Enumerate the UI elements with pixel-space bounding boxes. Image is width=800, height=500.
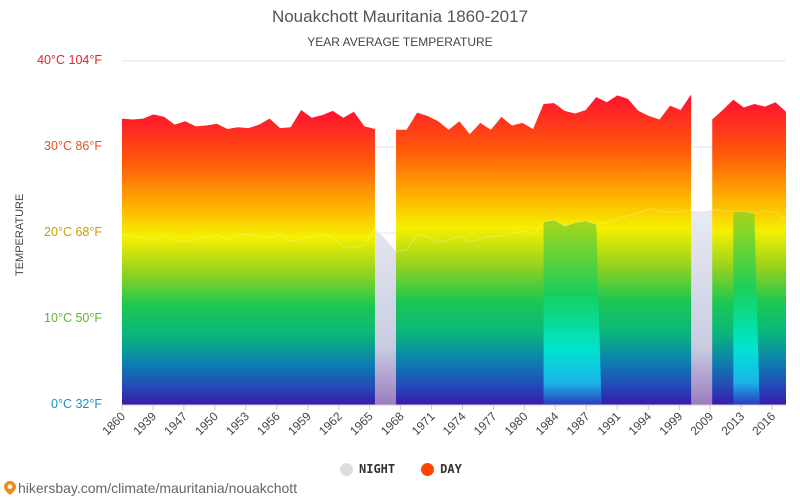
x-tick-label: 2016: [749, 409, 778, 438]
highlight-band: [733, 211, 760, 405]
x-tick-label: 1980: [502, 409, 531, 438]
x-tick-label: 1965: [347, 409, 376, 438]
x-tick-label: 1999: [657, 409, 686, 438]
x-tick-label: 1994: [626, 409, 655, 438]
x-tick-label: 1991: [595, 409, 624, 438]
x-tick-label: 2009: [687, 409, 716, 438]
x-tick-label: 1984: [533, 409, 562, 438]
y-tick-label: 10°C 50°F: [44, 311, 102, 325]
x-tick-label: 1956: [254, 409, 283, 438]
night-legend-dot: [340, 462, 353, 476]
day-legend-dot: [421, 462, 435, 476]
x-tick-label: 1950: [192, 409, 221, 438]
chart-title: Nouakchott Mauritania 1860-2017: [271, 7, 529, 26]
legend-item-day[interactable]: DAY: [421, 462, 462, 476]
x-tick-label: 1860: [99, 409, 128, 438]
x-tick-label: 1974: [440, 409, 469, 438]
map-pin-icon: [4, 481, 16, 495]
x-tick-label: 1953: [223, 409, 252, 438]
legend-item-night[interactable]: NIGHT: [340, 462, 395, 476]
source-url: hikersbay.com/climate/mauritania/nouakch…: [18, 480, 298, 496]
y-tick-label: 20°C 68°F: [44, 225, 102, 239]
legend-label-day: DAY: [440, 462, 462, 476]
x-tick-label: 1971: [409, 409, 438, 438]
x-tick-label: 1962: [316, 409, 345, 438]
day-series-area: [122, 110, 375, 406]
x-tick-label: 1959: [285, 409, 314, 438]
x-tick-label: 1939: [130, 409, 159, 438]
legend-label-night: NIGHT: [359, 462, 396, 476]
source-link[interactable]: hikersbay.com/climate/mauritania/nouakch…: [4, 480, 297, 496]
night-series-line: [122, 208, 786, 252]
x-tick-label: 1977: [471, 409, 500, 438]
x-tick-label: 1968: [378, 409, 407, 438]
y-tick-label: 0°C 32°F: [51, 397, 102, 411]
x-tick-label: 2013: [718, 409, 747, 438]
x-tick-label: 1987: [564, 409, 593, 438]
highlight-band: [543, 220, 602, 405]
legend: NIGHT DAY: [340, 462, 462, 476]
x-tick-label: 1947: [161, 409, 190, 438]
y-axis-label: TEMPERATURE: [14, 193, 26, 276]
y-tick-label: 40°C 104°F: [37, 53, 102, 67]
chart-subtitle: YEAR AVERAGE TEMPERATURE: [307, 35, 493, 49]
y-tick-label: 30°C 86°F: [44, 139, 102, 153]
